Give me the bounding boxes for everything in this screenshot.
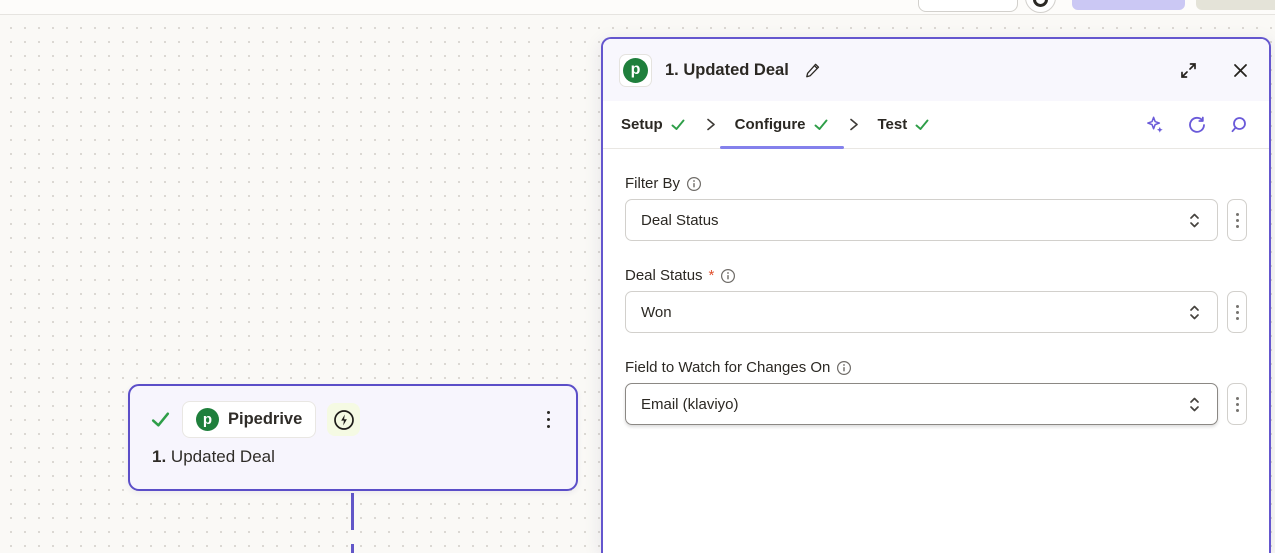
required-asterisk: * [708,267,715,284]
search-button[interactable] [1225,112,1251,138]
field-deal-status: Deal Status * Won [625,267,1247,333]
tab-test-check-icon [915,119,929,130]
info-icon[interactable] [720,268,736,284]
rename-step-button[interactable] [804,62,821,79]
tab-configure-check-icon [814,119,827,130]
deal-status-label: Deal Status [625,267,703,284]
close-panel-button[interactable] [1230,60,1251,81]
tab-test[interactable]: Test [876,101,933,148]
panel-title: 1. Updated Deal [665,60,789,79]
filter-by-menu-button[interactable] [1227,199,1247,241]
panel-header: p 1. Updated Deal [603,39,1269,101]
field-watch-field: Field to Watch for Changes On Email (kla… [625,359,1247,425]
toolbar-primary-button[interactable] [1072,0,1185,10]
tab-setup-label: Setup [621,116,663,133]
node-step-number: 1. [152,447,167,466]
tab-setup[interactable]: Setup [619,101,688,148]
pipedrive-logo-icon: p [623,57,648,83]
deal-status-menu-button[interactable] [1227,291,1247,333]
filter-by-value: Deal Status [641,211,719,229]
info-icon[interactable] [836,360,852,376]
panel-tab-bar: Setup Configure Test [603,101,1269,149]
info-icon[interactable] [686,176,702,192]
configure-form: Filter By Deal Status [603,149,1269,553]
tab-configure[interactable]: Configure [719,101,844,149]
node-connector-line [351,493,354,530]
filter-by-label: Filter By [625,175,681,192]
filter-by-select[interactable]: Deal Status [625,199,1218,241]
watch-field-value: Email (klaviyo) [641,395,739,413]
top-toolbar [0,0,1275,15]
select-chevrons-icon [1190,305,1199,319]
watch-field-menu-button[interactable] [1227,383,1247,425]
toolbar-history-button[interactable] [1025,0,1056,13]
node-connector-line [351,544,354,553]
select-chevrons-icon [1190,397,1199,411]
tab-test-label: Test [877,116,908,133]
node-valid-check-icon [150,409,171,430]
tab-setup-check-icon [671,119,685,130]
trigger-bolt-icon [327,403,361,436]
expand-panel-button[interactable] [1176,58,1201,83]
refresh-button[interactable] [1184,112,1210,138]
app-pill-pipedrive[interactable]: p Pipedrive [182,401,317,438]
field-filter-by: Filter By Deal Status [625,175,1247,241]
chevron-right-icon [704,118,717,131]
chevron-right-icon [847,118,860,131]
tab-configure-label: Configure [734,116,806,133]
watch-field-select[interactable]: Email (klaviyo) [625,383,1218,425]
select-chevrons-icon [1190,213,1199,227]
trigger-node-card[interactable]: p Pipedrive 1. Updated Deal [128,384,578,491]
toolbar-partial-button[interactable] [918,0,1018,12]
node-step-title: Updated Deal [170,447,275,466]
node-menu-button[interactable] [541,407,557,433]
panel-app-icon: p [619,53,652,87]
toolbar-secondary-button[interactable] [1196,0,1275,10]
history-icon [1033,0,1048,7]
step-config-panel: p 1. Updated Deal Setup Configure [601,37,1271,553]
app-pill-label: Pipedrive [228,410,303,428]
deal-status-value: Won [641,303,672,321]
node-title: 1. Updated Deal [150,447,556,467]
watch-field-label: Field to Watch for Changes On [625,359,831,376]
deal-status-select[interactable]: Won [625,291,1218,333]
pipedrive-logo-icon: p [196,408,219,431]
ai-sparkle-button[interactable] [1142,111,1169,138]
